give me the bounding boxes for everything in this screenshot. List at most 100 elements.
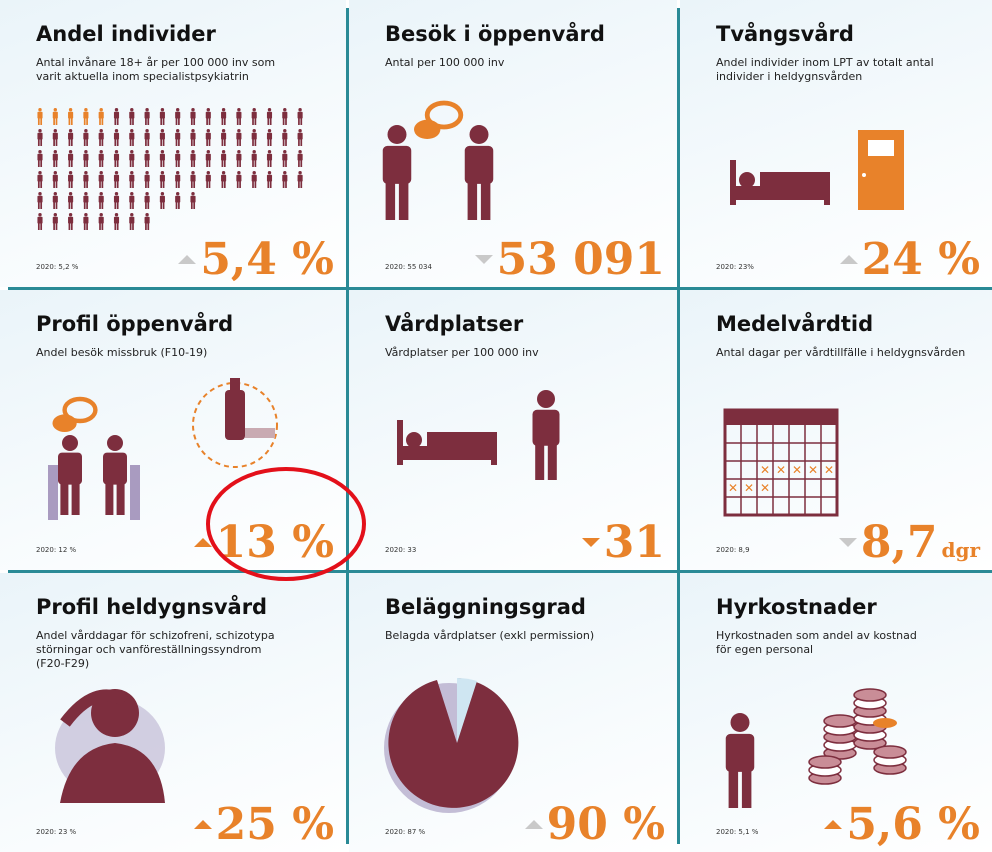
icon-part: [221, 118, 224, 125]
icon-part: [52, 153, 58, 161]
icon-part: [480, 182, 491, 220]
icon-part: [116, 139, 119, 146]
icon-part: [266, 132, 273, 140]
icon-part: [206, 108, 210, 112]
icon-part: [147, 139, 150, 146]
icon-part: [114, 139, 117, 146]
icon-part: [144, 216, 150, 224]
icon-part: [221, 139, 224, 146]
panel: Tvångsvård Andel individer inom LPT av to…: [680, 0, 992, 287]
icon-part: [190, 195, 196, 203]
icon-part: [145, 181, 147, 188]
icon-part: [37, 118, 40, 125]
icon-part: [130, 171, 134, 175]
icon-part: [159, 153, 165, 161]
icon-part: [160, 160, 163, 167]
icon-part: [130, 150, 134, 154]
icon-part: [70, 118, 73, 125]
icon-part: [206, 150, 210, 154]
trend-arrow: [824, 820, 843, 829]
icon-part: [86, 202, 88, 209]
icon-part: [191, 150, 195, 154]
icon-part: [84, 150, 88, 154]
icon-part: [254, 181, 257, 188]
icon-part: [285, 118, 287, 125]
icon-part: [145, 160, 147, 167]
icon-part: [129, 216, 135, 224]
icon-part: [206, 118, 208, 125]
kpi-value: 5,4 %: [178, 234, 334, 285]
icon-part: [285, 160, 287, 167]
kpi-number: 13 %: [215, 517, 334, 568]
subtitle-line: Hyrkostnaden som andel av kostnad: [716, 629, 917, 642]
icon-part: [205, 153, 211, 161]
icon-part: [160, 150, 165, 154]
kpi-value: 24 %: [839, 234, 980, 285]
icon-part: [267, 108, 272, 112]
icon-part: [267, 160, 270, 167]
icon-part: [385, 182, 396, 220]
icon-part: [266, 174, 273, 182]
trend-arrow: [193, 538, 212, 547]
subtitle-line: varit aktuella inom specialistpsykiatrin: [36, 70, 249, 83]
icon-part: [269, 160, 272, 167]
icon-part: [824, 172, 830, 205]
icon-part: [175, 174, 181, 182]
icon-part: [491, 432, 497, 465]
icon-part: [98, 153, 104, 161]
icon-part: [237, 171, 241, 175]
icon-part: [223, 160, 226, 167]
icon-part: [83, 216, 89, 224]
icon-part: [68, 132, 74, 140]
icon-part: [68, 223, 71, 230]
icon-part: [760, 172, 830, 188]
panel: Beläggningsgrad Belagda vårdplatser (exkl…: [349, 573, 677, 852]
icon-part: [62, 396, 98, 424]
icon-part: [147, 160, 150, 167]
icon-part: [37, 174, 43, 182]
icon-part: [114, 213, 119, 217]
icon-part: [160, 118, 163, 125]
icon-part: [55, 223, 58, 230]
icon-part: [190, 202, 193, 209]
icon-part: [160, 202, 163, 209]
icon-part: [178, 181, 180, 188]
icon-part: [83, 174, 89, 182]
icon-part: [282, 118, 285, 125]
icon-part: [129, 139, 132, 146]
trend-arrow: [581, 538, 600, 547]
icon-part: [37, 139, 40, 146]
icon-part: [252, 171, 256, 175]
kpi-number: 8,7: [860, 517, 938, 568]
icon-part: [55, 160, 58, 167]
icon-part: [52, 132, 58, 140]
kpi-value: 5,6 %: [824, 799, 980, 850]
icon-part: [868, 140, 894, 156]
icon-part: ✕: [728, 481, 738, 495]
icon-part: [83, 223, 86, 230]
icon-part: [414, 119, 441, 139]
icon-part: [282, 111, 288, 119]
icon-part: [83, 195, 89, 203]
icon-part: [469, 125, 489, 144]
icon-part: [53, 192, 57, 196]
panel-title: Profil heldygnsvård: [36, 595, 268, 619]
icon-part: [251, 111, 257, 119]
subtitle-line: Vårdplatser per 100 000 inv: [385, 346, 539, 359]
icon-part: [38, 150, 42, 154]
icon-part: [144, 174, 150, 182]
icon-part: [176, 150, 180, 154]
panel-title: Andel individer: [36, 22, 216, 46]
icon-part: [537, 390, 555, 408]
icon-part: [52, 111, 58, 119]
icon-part: [113, 153, 120, 161]
panel-title: Tvångsvård: [716, 22, 854, 46]
icon-part: [223, 139, 226, 146]
icon-part: [145, 192, 149, 196]
icon-part: [208, 118, 211, 125]
icon-part: [208, 181, 211, 188]
icon: [382, 100, 494, 220]
icon-part: [53, 129, 57, 133]
icon-part: [221, 174, 227, 182]
previous-value: 2020: 87 %: [385, 828, 426, 836]
